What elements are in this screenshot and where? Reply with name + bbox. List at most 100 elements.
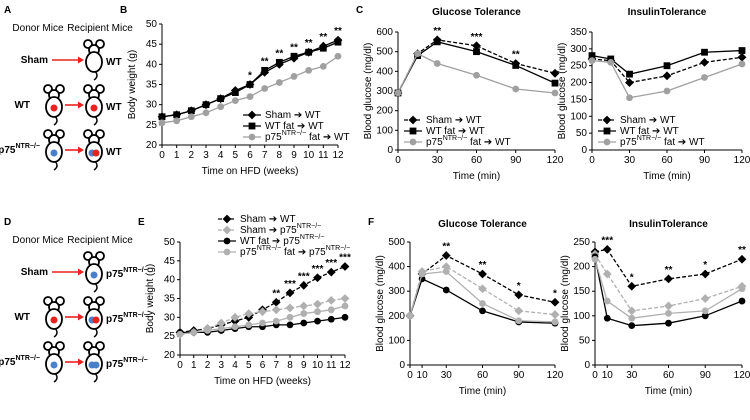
y-tick-label: 25 <box>164 331 176 342</box>
x-axis-label: Time on HFD (weeks) <box>214 376 311 387</box>
panel-label: D <box>4 217 11 228</box>
y-tick-label: 200 <box>376 105 393 116</box>
text-part: *** <box>312 263 324 274</box>
significance-label: ** <box>305 38 313 49</box>
x-tick-label: 0 <box>395 155 401 166</box>
marker <box>319 62 327 70</box>
text-part: ** <box>305 38 313 49</box>
fat-dot <box>92 361 100 369</box>
text-part: ** <box>433 26 441 37</box>
fat-dot <box>92 149 100 157</box>
text-part: p75 <box>620 137 637 148</box>
marker <box>478 284 487 294</box>
y-tick-label: 100 <box>570 111 587 122</box>
text-part: * <box>553 288 557 299</box>
marker <box>190 329 198 336</box>
marker <box>259 319 266 327</box>
mouse-icon <box>43 84 65 126</box>
text-part: NTR−/− <box>257 245 282 252</box>
y-axis-label: Blood glucose (mg/dl) <box>560 255 571 352</box>
y-tick-label: 25 <box>146 119 158 130</box>
arrow-head <box>78 313 84 321</box>
text-part: 60 <box>663 370 675 381</box>
marker <box>217 325 225 333</box>
y-tick-label: 50 <box>164 237 176 248</box>
y-axis-label: Blood glucose (mg/dl) <box>363 43 374 140</box>
marker <box>341 313 349 321</box>
text-part: 35 <box>146 79 158 90</box>
mouse-icon <box>83 296 105 338</box>
x-tick-label: 0 <box>589 155 595 166</box>
y-tick-label: 100 <box>376 125 393 136</box>
marker <box>327 306 335 314</box>
marker <box>261 66 269 74</box>
x-tick-label: 0 <box>592 370 598 381</box>
text-part: 2 <box>189 150 195 161</box>
text-part: Sham ➔ WT <box>265 110 321 121</box>
text-part: WT fat ➔ WT <box>426 126 485 137</box>
marker <box>173 117 181 125</box>
significance-label: ** <box>433 26 441 37</box>
text-part: * <box>630 272 634 283</box>
text-part: NTR−/− <box>123 267 148 274</box>
text-part: ** <box>512 49 520 60</box>
text-part: 0 <box>387 145 393 156</box>
text-part: 30 <box>626 370 638 381</box>
marker <box>314 317 321 325</box>
marker <box>300 310 308 317</box>
significance-label: ** <box>738 245 746 256</box>
marker <box>550 297 560 307</box>
text-part: D <box>4 217 11 228</box>
text-part: 3 <box>203 150 209 161</box>
marker <box>271 297 281 307</box>
donor-label: WT <box>14 312 30 323</box>
text-part: Donor Mice <box>12 235 64 246</box>
text-part: WT <box>14 312 30 323</box>
text-part: 6 <box>247 150 253 161</box>
y-tick-label: 40 <box>164 274 176 285</box>
significance-label: *** <box>284 278 296 289</box>
marker <box>665 309 672 317</box>
marker <box>588 52 596 59</box>
marker <box>313 273 322 283</box>
marker <box>628 322 636 330</box>
text-part: F <box>368 217 374 228</box>
x-tick-label: 4 <box>232 360 238 371</box>
marker <box>258 307 267 317</box>
marker <box>701 74 708 81</box>
text-part: Sham ➔ WT <box>426 115 482 126</box>
text-part: B <box>120 5 127 16</box>
significance-label: ** <box>334 26 342 37</box>
text-part: *** <box>325 258 337 269</box>
significance-label: ** <box>442 241 450 252</box>
text-part: 150 <box>573 286 590 297</box>
series-line <box>397 41 556 94</box>
x-tick-label: 9 <box>291 150 297 161</box>
text-part: 120 <box>547 155 564 166</box>
text-part: 100 <box>570 111 587 122</box>
marker <box>700 294 710 303</box>
marker <box>314 308 321 316</box>
text-part: WT fat ➔ WT <box>620 126 679 137</box>
text-part: InsulinTolerance <box>629 219 708 230</box>
arrow-head <box>78 101 84 109</box>
text-part: 40 <box>164 274 176 285</box>
marker <box>202 101 210 109</box>
text-part: p75 <box>240 247 257 258</box>
text-part: 40 <box>146 59 158 70</box>
significance-label: ** <box>512 49 520 60</box>
legend-label: WT fat ➔ p75NTR−/− <box>240 234 324 246</box>
legend-label: Sham ➔ p75NTR−/− <box>240 223 321 235</box>
legend-marker <box>222 214 232 224</box>
recipient-label: WT <box>106 102 122 113</box>
x-tick-label: 90 <box>699 155 711 166</box>
marker <box>299 280 309 290</box>
marker <box>738 60 746 68</box>
significance-label: *** <box>601 235 613 246</box>
text-part: 600 <box>376 27 393 38</box>
text-part: WT <box>14 100 30 111</box>
marker <box>603 297 611 305</box>
text-part: 90 <box>510 155 522 166</box>
text-part: 90 <box>700 370 712 381</box>
legend-label: WT fat ➔ WT <box>620 126 679 137</box>
